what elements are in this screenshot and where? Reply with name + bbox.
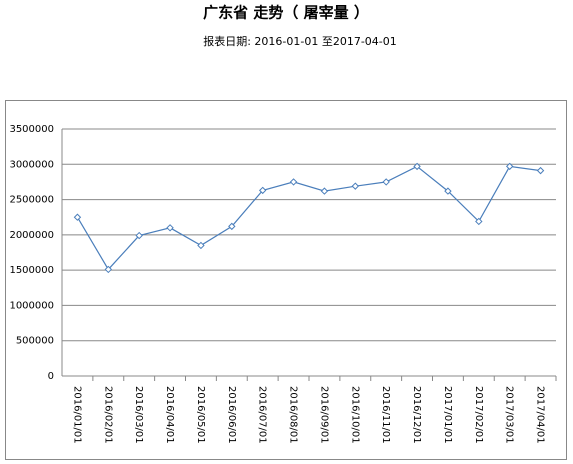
y-tick-label: 3000000 [9,159,54,170]
marker [228,222,236,231]
marker [258,186,267,195]
x-tick-label: 2016/03/01 [133,386,144,444]
x-tick-label: 2017/03/01 [504,386,515,444]
marker [413,162,421,171]
x-tick-label: 2016/07/01 [257,386,268,444]
marker [289,178,298,186]
marker [166,224,174,232]
marker [197,241,205,250]
marker [444,187,452,195]
x-tick-label: 2016/11/01 [380,386,391,444]
x-tick-label: 2016/06/01 [226,386,237,444]
x-tick-label: 2016/10/01 [349,386,360,444]
marker [475,217,483,226]
x-tick-label: 2016/04/01 [164,386,175,444]
y-tick-label: 3500000 [9,124,54,135]
y-tick-label: 2000000 [9,230,54,241]
marker [536,166,545,175]
chart-subtitle: 报表日期: 2016-01-01 至2017-04-01 [203,34,397,48]
x-tick-label: 2016/12/01 [411,386,422,444]
marker [135,231,143,240]
y-tick-label: 1500000 [9,265,54,276]
y-tick-label: 500000 [16,336,54,347]
x-tick-label: 2016/02/01 [102,386,113,444]
marker [382,178,390,186]
x-tick-label: 2016/09/01 [318,386,329,444]
line [76,165,541,271]
x-tick-label: 2016/05/01 [195,386,206,444]
x-tick-label: 2017/04/01 [535,386,546,444]
marker [505,162,514,171]
marker [104,265,113,274]
chart-border [5,100,567,460]
chart-title: 广东省 走势（ 屠宰量 ） [203,4,369,22]
marker [351,182,360,190]
marker [73,213,82,221]
x-tick-label: 2017/01/01 [442,386,453,444]
y-tick-label: 1000000 [9,300,54,311]
x-tick-label: 2017/02/01 [473,386,484,444]
marker [320,187,329,195]
y-tick-label: 2500000 [9,195,54,206]
x-tick-label: 2016/08/01 [288,386,299,444]
y-tick-label: 0 [48,371,54,382]
x-tick-label: 2016/01/01 [71,386,82,444]
